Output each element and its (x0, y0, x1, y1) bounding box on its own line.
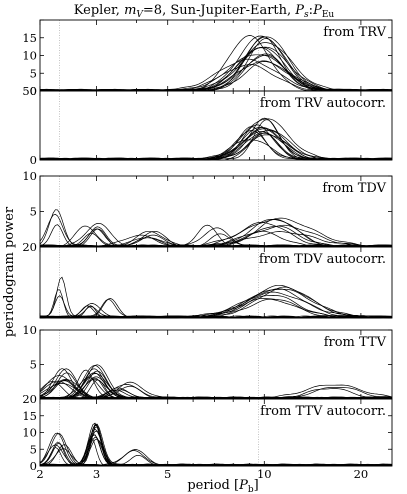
series-line (39, 372, 393, 400)
y-tick-label: 0 (30, 459, 37, 473)
series-line (40, 364, 393, 400)
y-tick-label: 10 (22, 426, 37, 440)
series-line (39, 35, 393, 92)
series-line (40, 127, 393, 161)
series-line (39, 380, 392, 400)
x-tick-label: 5 (164, 467, 171, 481)
panel-tdv: 5 10 from TDV (22, 169, 393, 248)
panel-trv: 0 5 10 15 from TRV (22, 19, 393, 98)
series-line (39, 446, 393, 466)
panel-frame (39, 246, 393, 319)
x-tick-label: 20 (354, 467, 369, 481)
panel-label: from TRV (323, 25, 386, 40)
series-line (39, 433, 392, 467)
y-tick-label: 5 (30, 205, 37, 219)
series-line (39, 126, 393, 160)
series-line (39, 432, 392, 467)
series-line (39, 42, 392, 92)
series-line (39, 379, 393, 399)
series-line (40, 47, 393, 92)
y-tick-label: 10 (22, 169, 37, 183)
series-line (40, 449, 393, 467)
y-tick-label: 5 (30, 66, 37, 80)
panel-label: from TTV autocorr. (260, 404, 386, 419)
series-line (39, 426, 393, 466)
series-line (39, 127, 393, 161)
panel-ttv-auto: 0 5 10 15 20 from TTV autocorr. 2 3 5 10 20 (22, 392, 393, 481)
y-tick-label: 0 (30, 153, 37, 167)
series-line (39, 64, 393, 92)
panel-tdv-auto: 20 from TDV autocorr. (22, 240, 393, 319)
x-tick-label: 2 (36, 467, 43, 481)
series-line (39, 450, 393, 467)
series-line (39, 442, 393, 466)
series-line (39, 119, 393, 160)
y-tick-label: 20 (22, 392, 37, 406)
y-axis-label: periodogram power (2, 206, 17, 337)
series-line (39, 379, 393, 400)
panel-label: from TRV autocorr. (260, 96, 386, 111)
y-tick-label: 5 (30, 442, 37, 456)
series-line (39, 117, 393, 160)
series-line (39, 448, 392, 467)
panel-label: from TDV autocorr. (259, 252, 386, 267)
series-line (39, 444, 393, 467)
series-line (39, 377, 392, 399)
series-line (40, 284, 393, 318)
series-line (40, 436, 392, 467)
y-tick-label: 20 (22, 240, 37, 254)
series-line (39, 444, 393, 467)
y-tick-label: 10 (22, 323, 37, 337)
y-tick-label: 15 (22, 31, 37, 45)
series-line (39, 441, 393, 467)
x-axis-label: period [Pb] (187, 478, 258, 494)
x-tick-label: 10 (257, 467, 272, 481)
series-line (39, 377, 393, 400)
series-line (39, 373, 393, 399)
y-tick-label: 15 (22, 409, 37, 423)
figure-title: Kepler, mV=8, Sun-Jupiter-Earth, Ps:PEu (74, 3, 335, 20)
panel-label: from TTV (324, 335, 387, 350)
series-line (40, 437, 393, 467)
series-line (39, 276, 393, 318)
series-line (39, 379, 393, 400)
x-tick-label: 3 (93, 467, 100, 481)
series-line (39, 298, 393, 318)
panel-label: from TDV (322, 181, 386, 196)
series-line (39, 372, 393, 400)
panel-frame (39, 90, 393, 161)
y-tick-label: 5 (30, 358, 37, 372)
series-line (39, 365, 392, 400)
y-tick-label: 0 (30, 84, 37, 98)
series-line (39, 118, 393, 160)
series-line (39, 438, 393, 467)
y-tick-label: 50 (22, 84, 37, 98)
y-tick-label: 10 (22, 49, 37, 63)
panel-ttv: 5 10 from TTV (22, 323, 393, 400)
series-line (39, 124, 393, 160)
